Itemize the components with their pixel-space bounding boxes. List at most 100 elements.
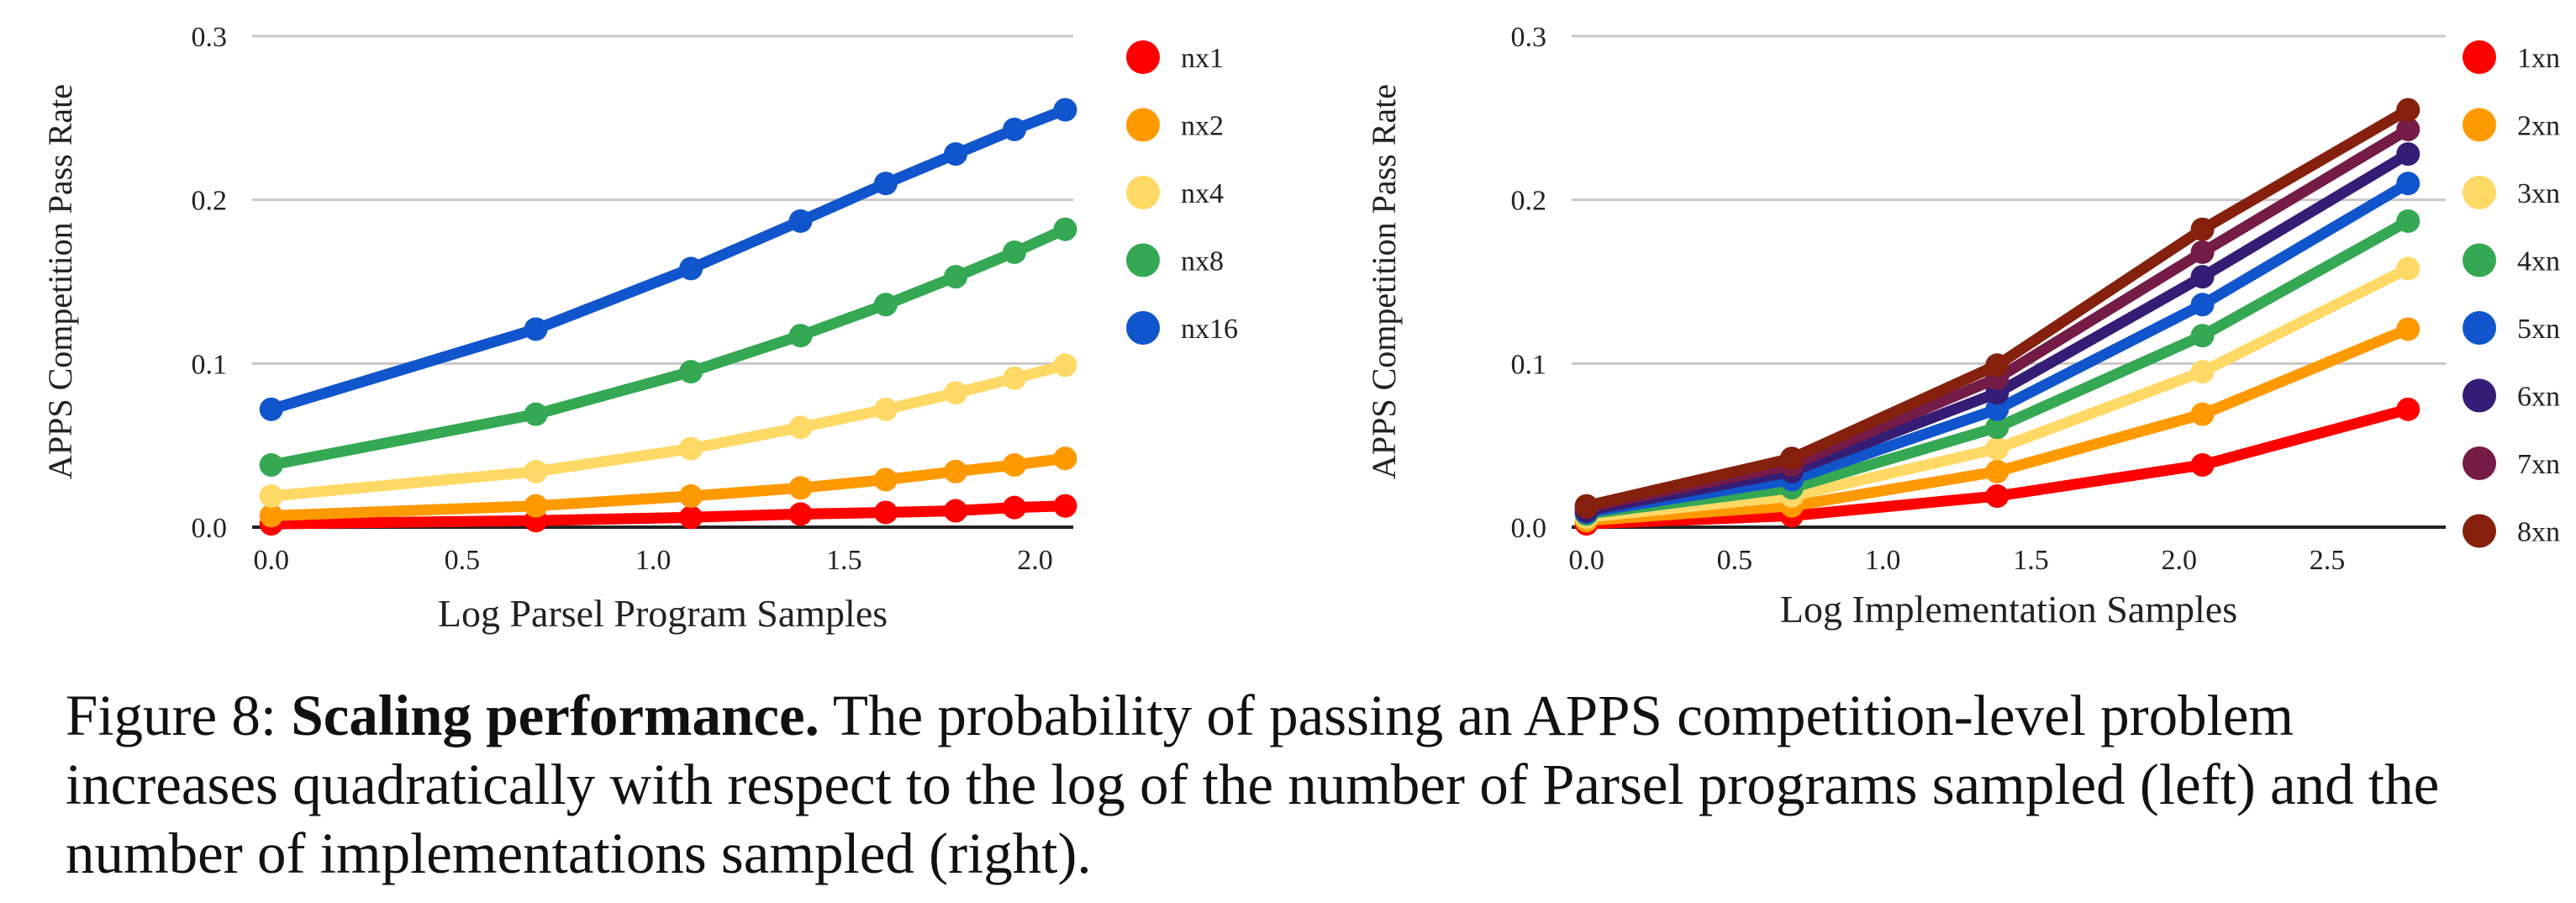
caption-text: The probability of passing an APPS compe…	[66, 684, 2440, 885]
x-tick-label: 1.5	[2013, 545, 2049, 576]
data-point-8xn	[1779, 446, 1804, 471]
legend-label-7xn: 7xn	[2517, 449, 2560, 480]
x-tick-label: 1.0	[635, 545, 672, 576]
legend-label-6xn: 6xn	[2517, 382, 2560, 413]
legend-marker-1xn	[2463, 40, 2496, 74]
legend-label-nx1: nx1	[1181, 43, 1224, 74]
legend-marker-nx4	[1126, 176, 1160, 209]
y-tick-label: 0.3	[1511, 22, 1547, 53]
x-tick-label: 1.5	[826, 545, 862, 576]
data-point-7xn	[2190, 240, 2215, 264]
data-point-6xn	[2396, 142, 2421, 166]
legend-label-4xn: 4xn	[2517, 246, 2560, 277]
data-point-6xn	[2190, 265, 2215, 289]
figure-caption: Figure 8: Scaling performance. The proba…	[66, 681, 2520, 888]
legend-marker-nx8	[1126, 243, 1160, 277]
legend-label-3xn: 3xn	[2517, 178, 2560, 209]
data-point-nx1	[944, 499, 968, 523]
series-nx16	[259, 98, 1077, 421]
data-point-nx16	[1053, 98, 1077, 122]
data-point-nx4	[259, 484, 283, 509]
data-point-3xn	[2396, 256, 2421, 281]
data-point-nx16	[1003, 117, 1027, 141]
x-axis-label: Log Implementation Samples	[1780, 588, 2237, 631]
y-tick-label: 0.0	[192, 513, 228, 544]
y-axis-label: APPS Competition Pass Rate	[1365, 84, 1403, 479]
data-point-nx4	[788, 415, 813, 440]
legend-marker-5xn	[2463, 311, 2496, 345]
y-tick-label: 0.1	[192, 349, 228, 380]
data-point-nx16	[873, 172, 898, 196]
data-point-nx8	[788, 324, 813, 348]
x-tick-label: 2.0	[2161, 545, 2197, 576]
y-axis-label: APPS Competition Pass Rate	[41, 84, 79, 479]
data-point-7xn	[2396, 117, 2421, 141]
data-point-nx4	[524, 459, 548, 483]
data-point-2xn	[1985, 459, 2010, 483]
data-point-2xn	[2190, 402, 2215, 426]
data-point-nx16	[788, 209, 813, 233]
x-axis-label: Log Parsel Program Samples	[438, 592, 888, 635]
legend-label-1xn: 1xn	[2517, 43, 2560, 74]
data-point-nx16	[944, 142, 968, 166]
data-point-nx2	[679, 484, 703, 509]
data-point-nx2	[259, 504, 283, 528]
data-point-nx4	[1003, 366, 1027, 390]
legend-marker-3xn	[2463, 176, 2496, 209]
data-point-nx8	[1003, 240, 1027, 264]
x-tick-label: 0.0	[1568, 545, 1604, 576]
y-tick-label: 0.3	[192, 22, 228, 53]
legend-label-nx2: nx2	[1181, 111, 1224, 142]
data-point-5xn	[1985, 397, 2010, 421]
data-point-3xn	[2190, 360, 2215, 384]
data-point-nx4	[1053, 353, 1077, 378]
data-point-nx4	[944, 381, 968, 405]
data-point-nx2	[1003, 453, 1027, 478]
series-nx4	[259, 353, 1077, 509]
data-point-nx2	[1053, 446, 1077, 471]
data-point-nx2	[524, 494, 548, 518]
data-point-8xn	[2190, 217, 2215, 241]
series-nx8	[259, 217, 1077, 478]
y-tick-label: 0.2	[192, 186, 228, 217]
y-tick-label: 0.0	[1511, 513, 1547, 544]
data-point-8xn	[1985, 353, 2010, 378]
data-point-nx8	[259, 453, 283, 478]
legend-label-5xn: 5xn	[2517, 314, 2560, 345]
legend-marker-2xn	[2463, 108, 2496, 142]
data-point-nx8	[524, 402, 548, 426]
x-tick-label: 0.5	[445, 545, 481, 576]
series-8xn	[1574, 98, 2421, 518]
legend-label-nx4: nx4	[1181, 178, 1224, 209]
data-point-nx16	[524, 317, 548, 341]
x-tick-label: 1.0	[1865, 545, 1901, 576]
data-point-3xn	[1985, 436, 2010, 461]
data-point-nx8	[944, 265, 968, 289]
series-line-nx8	[266, 224, 1071, 471]
data-point-8xn	[2396, 98, 2421, 122]
legend-marker-4xn	[2463, 243, 2496, 277]
data-point-2xn	[2396, 317, 2421, 341]
legend-label-nx8: nx8	[1181, 246, 1224, 277]
legend-marker-nx16	[1126, 311, 1160, 345]
legend-marker-nx2	[1126, 108, 1160, 142]
data-point-8xn	[1574, 494, 1599, 518]
legend-label-nx16: nx16	[1181, 314, 1238, 345]
charts-svg: 0.0 0.1 0.2 0.3 0.0 0.5 1.0 1.5 2.0 Log Parsel Pr…	[41, 22, 2560, 635]
data-point-nx16	[679, 256, 703, 281]
chart-1: 0.0 0.1 0.2 0.3 0.0 0.5 1.0 1.5 2.0 Log Parsel Pr…	[41, 22, 1238, 635]
data-point-1xn	[2190, 453, 2215, 478]
legend-marker-nx1	[1126, 40, 1160, 74]
legend-label-8xn: 8xn	[2517, 517, 2560, 548]
data-point-4xn	[2190, 324, 2215, 348]
data-point-nx1	[679, 505, 703, 530]
caption-bold: Scaling performance.	[291, 684, 819, 747]
data-point-nx1	[1053, 494, 1077, 518]
data-point-nx1	[1003, 495, 1027, 520]
data-point-1xn	[1985, 484, 2010, 509]
data-point-nx2	[873, 467, 898, 492]
data-point-nx16	[259, 397, 283, 421]
data-point-nx8	[873, 293, 898, 317]
legend-marker-6xn	[2463, 378, 2496, 413]
data-point-nx2	[788, 476, 813, 500]
